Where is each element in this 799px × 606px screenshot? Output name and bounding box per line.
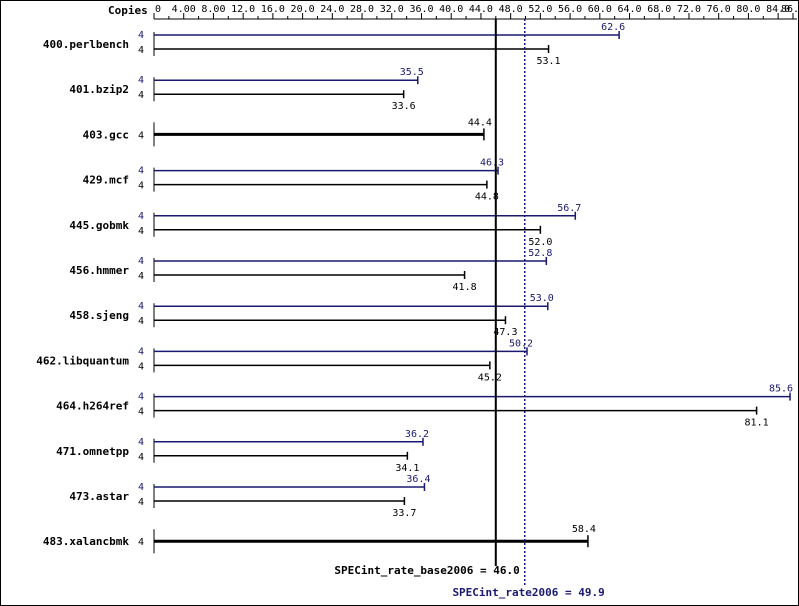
x-tick-label: 28.0	[350, 4, 374, 15]
base-copies: 4	[138, 181, 144, 192]
base-value-label: 44.8	[475, 192, 499, 203]
x-tick-label: 0	[155, 4, 161, 15]
base-value-label: 81.1	[745, 418, 769, 429]
base-value-label: 53.1	[536, 56, 560, 67]
x-tick-label: 16.0	[261, 4, 285, 15]
benchmark-name: 462.libquantum	[36, 354, 129, 367]
peak-value-label: 56.7	[557, 203, 581, 214]
base-value-label: 33.7	[392, 508, 416, 519]
axis-layer: Copies 0 4.00 8.00 12.0 16.0 20.0 24.0 28.0 32.0 3…	[108, 4, 798, 20]
peak-copies: 4	[138, 211, 144, 222]
x-tick-label: 36.0	[409, 4, 433, 15]
base-value-label: 34.1	[395, 463, 419, 474]
copies-header: Copies	[108, 4, 148, 17]
x-tick-label: 48.0	[499, 4, 523, 15]
summary-layer: SPECint_rate_base2006 = 46.0 SPECint_rate…	[334, 19, 605, 599]
x-tick-label: 80.0	[736, 4, 760, 15]
x-tick-label: 12.0	[231, 4, 255, 15]
base-value-label: 33.6	[392, 101, 416, 112]
base-value-label: 41.8	[453, 282, 477, 293]
peak-value-label: 53.0	[530, 293, 554, 304]
base-value-label: 47.3	[493, 327, 517, 338]
base-copies: 4	[138, 226, 144, 237]
peak-value-label: 36.4	[406, 474, 430, 485]
x-tick-label: 72.0	[677, 4, 701, 15]
benchmark-label-layer: 400.perlbench 4 4 401.bzip2 4 4 403.gcc 4 429.mc…	[36, 30, 144, 548]
peak-summary-label: SPECint_rate2006 = 49.9	[452, 586, 604, 599]
peak-value-label: 35.5	[400, 67, 424, 78]
peak-value-label: 62.6	[601, 22, 625, 33]
base-summary-label: SPECint_rate_base2006 = 46.0	[334, 564, 519, 577]
x-tick-label: 86.0	[781, 4, 798, 15]
base-copies: 4	[138, 316, 144, 327]
peak-copies: 4	[138, 437, 144, 448]
x-tick-label: 20.0	[291, 4, 315, 15]
benchmark-name: 445.gobmk	[69, 219, 129, 232]
benchmark-name: 473.astar	[69, 490, 129, 503]
x-tick-label: 56.0	[558, 4, 582, 15]
x-tick-label: 64.0	[617, 4, 641, 15]
base-value-label: 52.0	[528, 237, 552, 248]
x-tick-label: 44.0	[469, 4, 493, 15]
benchmark-name: 403.gcc	[83, 128, 129, 141]
base-value-label: 45.2	[478, 372, 502, 383]
benchmark-name: 456.hmmer	[69, 264, 129, 277]
x-tick-label: 32.0	[380, 4, 404, 15]
peak-copies: 4	[138, 392, 144, 403]
copies-value: 4	[138, 537, 144, 548]
x-tick-label: 4.00	[172, 4, 196, 15]
base-copies: 4	[138, 45, 144, 56]
benchmark-name: 400.perlbench	[43, 38, 129, 51]
peak-value-label: 52.8	[528, 248, 552, 259]
peak-copies: 4	[138, 301, 144, 312]
x-tick-label: 84.0	[766, 4, 790, 15]
x-tick-label: 68.0	[647, 4, 671, 15]
x-tick-label: 76.0	[707, 4, 731, 15]
benchmark-name: 429.mcf	[83, 174, 129, 187]
peak-value-label: 46.3	[480, 158, 504, 169]
peak-value-label: 85.6	[769, 384, 793, 395]
base-copies: 4	[138, 407, 144, 418]
x-tick-label: 60.0	[588, 4, 612, 15]
x-tick-label: 52.0	[528, 4, 552, 15]
base-copies: 4	[138, 90, 144, 101]
benchmark-name: 401.bzip2	[69, 83, 129, 96]
x-tick-label: 40.0	[439, 4, 463, 15]
peak-value-label: 36.2	[405, 429, 429, 440]
x-tick-label: 24.0	[320, 4, 344, 15]
combined-value-label: 44.4	[468, 117, 492, 128]
x-tick-label: 8.00	[201, 4, 225, 15]
benchmark-name: 464.h264ref	[56, 400, 129, 413]
peak-value-label: 50.2	[509, 338, 533, 349]
peak-copies: 4	[138, 482, 144, 493]
base-copies: 4	[138, 452, 144, 463]
peak-copies: 4	[138, 166, 144, 177]
benchmark-name: 458.sjeng	[69, 309, 129, 322]
bar-layer: 62.6 53.1 35.5 33.6 44.4 46.3 44.8 56.7 52.052.8…	[153, 22, 793, 554]
peak-copies: 4	[138, 256, 144, 267]
base-copies: 4	[138, 497, 144, 508]
peak-copies: 4	[138, 75, 144, 86]
peak-copies: 4	[138, 346, 144, 357]
copies-value: 4	[138, 130, 144, 141]
benchmark-name: 471.omnetpp	[56, 445, 129, 458]
base-copies: 4	[138, 271, 144, 282]
base-copies: 4	[138, 361, 144, 372]
peak-copies: 4	[138, 30, 144, 41]
benchmark-name: 483.xalancbmk	[43, 535, 129, 548]
combined-value-label: 58.4	[572, 524, 596, 535]
